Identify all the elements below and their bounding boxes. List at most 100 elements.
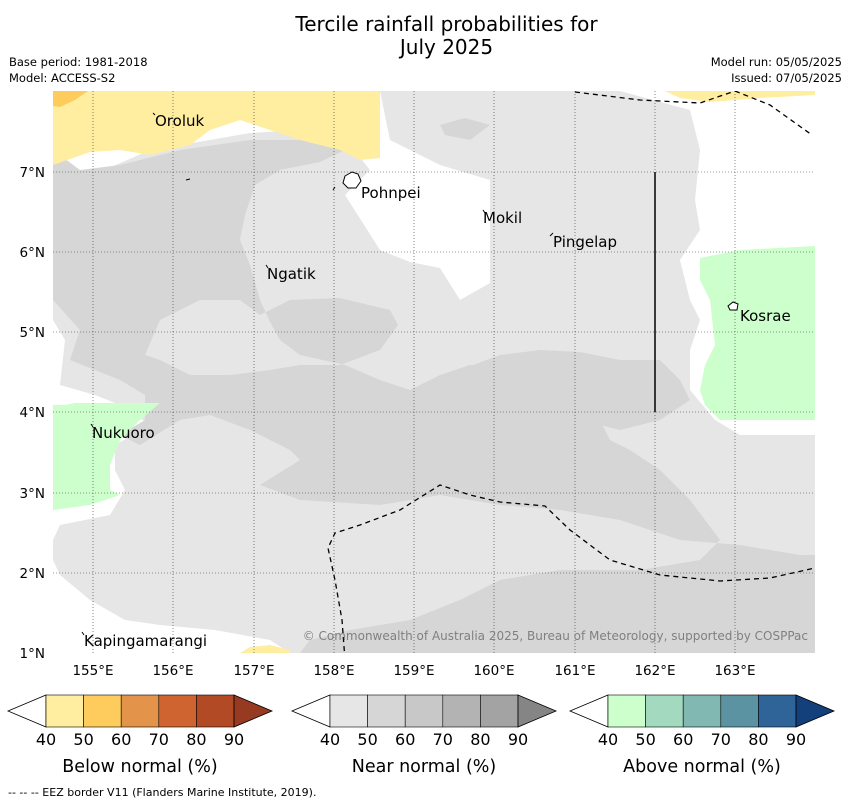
below-normal-colorbar-segment xyxy=(120,694,160,728)
below-normal-50-region xyxy=(53,91,88,107)
near-normal-colorbar-segment xyxy=(404,694,444,728)
lon-labels: 155°E 156°E 157°E 158°E 159°E 160°E 161°… xyxy=(72,663,755,679)
place-pingelap: Pingelap xyxy=(553,233,617,251)
above-normal-colorbar-tick: 80 xyxy=(748,730,768,749)
eez-border xyxy=(327,91,815,653)
eez-footnote: -- -- -- EEZ border V11 (Flanders Marine… xyxy=(8,786,317,799)
above-normal-colorbar-tick: 90 xyxy=(786,730,806,749)
above-normal-colorbar-min-arrow xyxy=(568,694,609,728)
near-normal-colorbar-segment xyxy=(480,694,519,728)
above-normal-colorbar-tick: 60 xyxy=(673,730,693,749)
near-normal-colorbar-tick: 90 xyxy=(508,730,528,749)
lat-labels: 7°N 6°N 5°N 4°N 3°N 2°N 1°N xyxy=(20,165,45,662)
ngatik-island xyxy=(265,264,269,269)
map-area: Oroluk Pohnpei Mokil Pingelap Ngatik Kos… xyxy=(53,91,815,653)
below-normal-40-region xyxy=(53,91,815,165)
kapingamarangi-island xyxy=(81,631,85,636)
lat-label-6: 6°N xyxy=(20,245,45,261)
lon-label-155: 155°E xyxy=(72,663,113,679)
lon-label-159: 159°E xyxy=(393,663,434,679)
below-normal-colorbar-segment xyxy=(158,694,197,728)
small-islet xyxy=(332,186,336,191)
lon-label-162: 162°E xyxy=(634,663,675,679)
below-normal-colorbar-tick: 90 xyxy=(224,730,244,749)
near-normal-colorbar-tick: 40 xyxy=(320,730,340,749)
title-line-2: July 2025 xyxy=(399,35,494,59)
near-normal-colorbar-tick: 50 xyxy=(357,730,377,749)
below-normal-colorbar-title: Below normal (%) xyxy=(62,757,217,777)
above-normal-40-west-region xyxy=(53,403,160,510)
below-normal-colorbar-segment xyxy=(45,694,84,728)
place-ngatik: Ngatik xyxy=(267,265,316,283)
issued-date: Issued: 07/05/2025 xyxy=(731,71,842,85)
near-normal-colorbar-title: Near normal (%) xyxy=(352,757,497,777)
near-normal-colorbar-segment xyxy=(329,694,368,728)
near-normal-colorbar: 40 50 60 70 80 90 Near normal (%) xyxy=(290,694,558,777)
colorbars: 40 50 60 70 80 90 Below normal (%) 40 50 60 70 80 90… xyxy=(6,694,836,777)
below-normal-colorbar-segment xyxy=(196,694,235,728)
lon-label-160: 160°E xyxy=(473,663,514,679)
above-normal-colorbar-tick: 70 xyxy=(711,730,731,749)
lon-label-158: 158°E xyxy=(313,663,354,679)
below-normal-colorbar: 40 50 60 70 80 90 Below normal (%) xyxy=(6,694,274,777)
near-normal-50-center-region xyxy=(460,350,690,430)
title-line-1: Tercile rainfall probabilities for xyxy=(295,12,598,36)
below-normal-colorbar-min-arrow xyxy=(6,694,47,728)
lat-label-2: 2°N xyxy=(20,566,45,582)
near-normal-colorbar-segment xyxy=(367,694,406,728)
place-mokil: Mokil xyxy=(483,209,522,227)
lat-label-7: 7°N xyxy=(20,165,45,181)
base-period: Base period: 1981-2018 xyxy=(9,55,148,69)
above-normal-colorbar-segment xyxy=(720,694,759,728)
above-normal-colorbar-segment xyxy=(758,694,797,728)
model-run: Model run: 05/05/2025 xyxy=(710,55,842,69)
lat-label-4: 4°N xyxy=(20,405,45,421)
place-nukuoro: Nukuoro xyxy=(92,424,155,442)
below-normal-colorbar-segment xyxy=(83,694,122,728)
near-normal-colorbar-min-arrow xyxy=(290,694,331,728)
below-normal-colorbar-tick: 40 xyxy=(36,730,56,749)
below-normal-colorbar-max-arrow xyxy=(233,694,274,728)
chart-title: Tercile rainfall probabilities for July … xyxy=(0,13,850,59)
kosrae-island xyxy=(727,301,739,311)
below-normal-colorbar-tick: 70 xyxy=(149,730,169,749)
near-normal-50-region xyxy=(53,118,815,653)
lat-label-5: 5°N xyxy=(20,325,45,341)
below-normal-colorbar-tick: 50 xyxy=(73,730,93,749)
above-normal-colorbar-max-arrow xyxy=(795,694,836,728)
below-normal-colorbar-tick: 60 xyxy=(111,730,131,749)
oroluk-island xyxy=(152,112,156,116)
near-normal-colorbar-tick: 70 xyxy=(433,730,453,749)
lat-label-1: 1°N xyxy=(20,646,45,662)
below-normal-colorbar-tick: 80 xyxy=(186,730,206,749)
below-normal-40-bottom-region xyxy=(240,645,290,653)
pohnpei-island xyxy=(342,171,362,189)
small-islet-2 xyxy=(185,178,191,181)
above-normal-40-east-region xyxy=(700,246,815,420)
copyright-text: © Commonwealth of Australia 2025, Bureau… xyxy=(303,629,808,643)
lon-label-157: 157°E xyxy=(233,663,274,679)
place-pohnpei: Pohnpei xyxy=(361,184,421,202)
near-normal-colorbar-tick: 60 xyxy=(395,730,415,749)
meta-right: Model run: 05/05/2025 Issued: 07/05/2025 xyxy=(711,54,842,86)
model-name: Model: ACCESS-S2 xyxy=(9,71,116,85)
lon-label-156: 156°E xyxy=(152,663,193,679)
mokil-island xyxy=(482,209,486,214)
near-normal-colorbar-max-arrow xyxy=(517,694,558,728)
meta-left: Base period: 1981-2018 Model: ACCESS-S2 xyxy=(9,54,148,86)
near-normal-colorbar-segment xyxy=(442,694,481,728)
place-kapingamarangi: Kapingamarangi xyxy=(84,632,207,650)
above-normal-colorbar-title: Above normal (%) xyxy=(623,757,781,777)
lat-label-3: 3°N xyxy=(20,486,45,502)
above-normal-colorbar-tick: 50 xyxy=(635,730,655,749)
nukuoro-island xyxy=(90,423,94,428)
above-normal-colorbar: 40 50 60 70 80 90 Above normal (%) xyxy=(568,694,836,777)
islands xyxy=(81,112,739,636)
above-normal-colorbar-segment xyxy=(682,694,722,728)
place-oroluk: Oroluk xyxy=(155,112,204,130)
place-kosrae: Kosrae xyxy=(740,307,791,325)
lon-label-161: 161°E xyxy=(554,663,595,679)
near-normal-colorbar-tick: 80 xyxy=(470,730,490,749)
pingelap-island xyxy=(549,232,554,237)
